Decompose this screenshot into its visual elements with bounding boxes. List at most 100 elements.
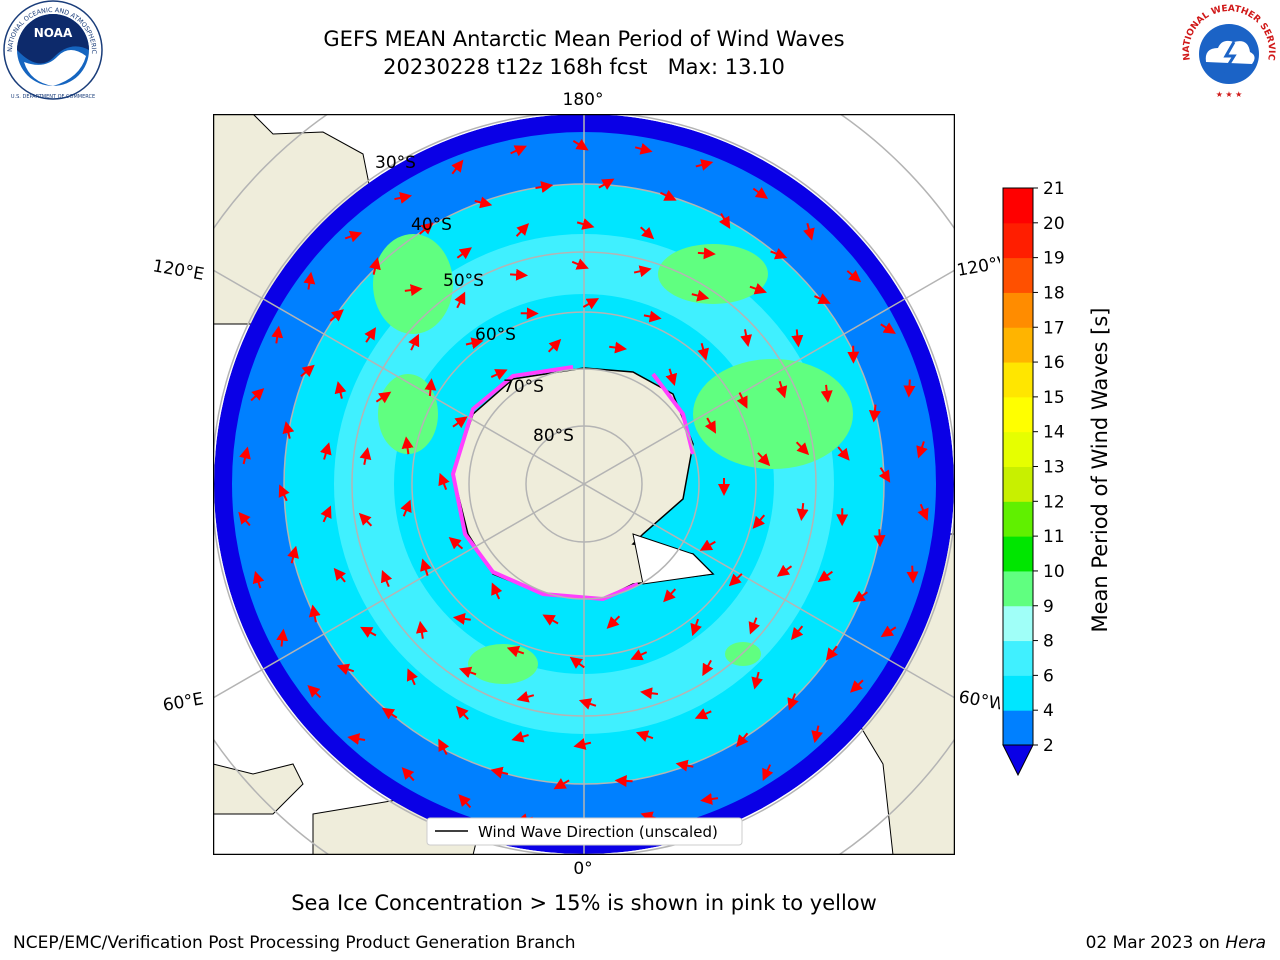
lat-label-30s: 30°S: [375, 153, 416, 173]
wave-direction-arrow: [803, 222, 815, 241]
wave-direction-arrow: [282, 421, 295, 439]
wave-direction-arrow: [424, 378, 437, 397]
wave-direction-arrow: [329, 309, 344, 322]
colorbar-segment: [1003, 570, 1033, 607]
wave-direction-arrow: [820, 384, 833, 403]
wave-direction-arrow: [640, 687, 659, 700]
wave-direction-arrow: [690, 618, 702, 637]
wave-direction-arrow: [535, 181, 554, 193]
wave-direction-arrow: [573, 738, 592, 750]
wave-direction-arrow: [791, 329, 804, 348]
wave-direction-arrow: [364, 327, 376, 343]
wave-direction-arrow: [906, 565, 919, 584]
wave-direction-arrow: [606, 615, 621, 629]
wave-direction-arrow: [406, 668, 418, 686]
colorbar-tick-label: 10: [1043, 562, 1065, 582]
wave-direction-arrow: [490, 766, 509, 779]
wave-direction-arrow: [740, 329, 753, 348]
wave-direction-arrow: [569, 656, 585, 669]
wave-direction-arrow: [775, 380, 788, 399]
wave-direction-arrow: [878, 467, 891, 483]
colorbar-tick-label: 12: [1043, 492, 1065, 512]
wave-direction-arrow: [873, 529, 886, 548]
colorbar-extend-triangle: [1002, 744, 1034, 777]
colorbar-tick-label: 9: [1043, 597, 1054, 617]
wave-direction-arrow: [451, 159, 464, 175]
colorbar-tick-label: 20: [1043, 214, 1065, 234]
date-stamp: 02 Mar 2023 on Hera: [1086, 933, 1266, 953]
colorbar-segment: [1003, 501, 1033, 537]
wave-direction-arrow: [333, 567, 346, 583]
wave-direction-arrow: [850, 679, 864, 693]
lon-label-120e: 120°E: [151, 256, 205, 285]
wave-direction-arrow: [751, 671, 764, 690]
wave-direction-arrow: [459, 666, 477, 679]
wave-direction-arrow: [846, 270, 862, 283]
wave-direction-arrow: [634, 143, 653, 155]
wave-direction-arrow: [252, 570, 265, 589]
wave-direction-arrow: [609, 341, 628, 354]
wave-direction-arrow: [360, 626, 377, 638]
wave-direction-arrow: [598, 178, 615, 190]
wave-direction-arrow: [702, 659, 714, 677]
wave-direction-arrow: [571, 258, 589, 270]
wave-direction-arrow: [547, 338, 562, 353]
lat-label-80s: 80°S: [533, 426, 574, 446]
wave-direction-arrow: [474, 196, 493, 209]
wave-direction-arrow: [697, 247, 716, 260]
wave-direction-arrow: [491, 582, 503, 600]
wave-direction-arrow: [790, 625, 804, 641]
wave-direction-arrow: [452, 416, 468, 429]
wave-direction-arrow: [728, 573, 743, 587]
wave-direction-arrow: [553, 778, 570, 790]
wave-direction-arrow: [516, 690, 535, 703]
wave-direction-arrow: [303, 271, 316, 290]
colorbar-tick-label: 8: [1043, 632, 1054, 652]
colorbar-tick-label: 4: [1043, 701, 1054, 721]
wave-direction-arrow: [287, 545, 299, 564]
wave-direction-arrow: [375, 391, 392, 404]
colorbar-tick-label: 21: [1043, 180, 1065, 199]
wave-direction-arrow: [633, 265, 652, 278]
colorbar-tick-label: 2: [1043, 736, 1054, 756]
lon-label-120w: 120°W: [955, 251, 1000, 281]
wave-direction-arrow: [400, 499, 412, 517]
wave-direction-arrow: [456, 705, 469, 720]
wave-direction-arrow: [582, 298, 600, 310]
wave-direction-arrow: [868, 404, 881, 423]
colorbar-segment: [1003, 605, 1033, 642]
wave-direction-arrow: [276, 628, 289, 647]
wave-direction-arrow: [307, 685, 322, 699]
wave-direction-arrow: [344, 230, 363, 243]
colorbar-label: Mean Period of Wind Waves [s]: [1088, 308, 1112, 633]
wave-direction-arrow: [704, 417, 717, 434]
wave-direction-arrow: [697, 343, 709, 361]
sea-ice-note: Sea Ice Concentration > 15% is shown in …: [291, 891, 877, 915]
wave-direction-arrow: [320, 505, 332, 523]
wave-direction-arrow: [369, 257, 381, 275]
map-title: GEFS MEAN Antarctic Mean Period of Wind …: [323, 27, 845, 51]
wave-direction-arrow: [572, 138, 589, 151]
wave-direction-arrow: [511, 730, 529, 743]
wave-direction-arrow: [663, 588, 677, 603]
wave-direction-arrow: [358, 512, 373, 527]
wave-direction-arrow: [510, 145, 527, 157]
colorbar-tick-label: 15: [1043, 388, 1065, 408]
colorbar-segment: [1003, 362, 1033, 398]
colorbar-segment: [1003, 257, 1033, 293]
colorbar-segments: [1002, 187, 1034, 777]
wave-direction-arrow: [420, 558, 432, 577]
wave-direction-arrow: [700, 793, 719, 805]
host-name: Hera: [1225, 933, 1266, 953]
wave-direction-arrow: [401, 767, 415, 782]
wave-direction-arrow: [278, 484, 290, 502]
map-frame: [213, 114, 955, 855]
wave-direction-arrow: [665, 368, 678, 387]
wave-direction-arrow: [749, 283, 767, 295]
wave-direction-arrow: [438, 472, 450, 490]
colorbar-segment: [1003, 710, 1033, 746]
wave-direction-arrow: [404, 284, 423, 297]
wave-direction-arrow: [456, 247, 472, 260]
wave-direction-arrow: [748, 617, 760, 635]
colorbar-tick-label: 17: [1043, 318, 1065, 338]
